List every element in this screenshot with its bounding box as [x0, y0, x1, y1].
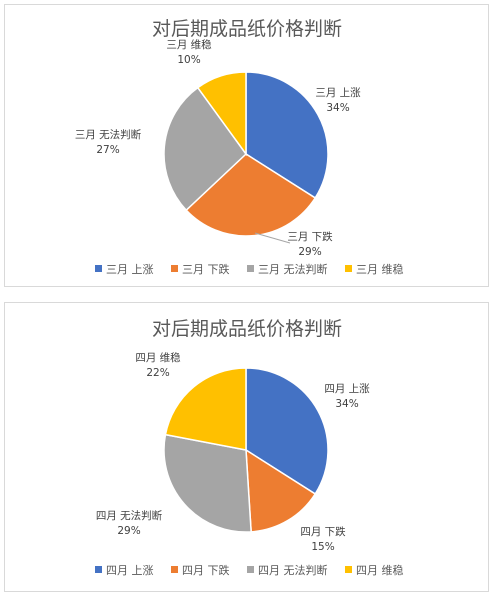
- legend-swatch: [345, 566, 352, 573]
- legend-entry: 四月 无法判断: [258, 563, 328, 577]
- legend-swatch: [247, 265, 254, 272]
- data-label-category: 三月 上涨: [315, 87, 361, 99]
- legend-entry: 四月 下跌: [182, 563, 230, 577]
- data-label-value: 34%: [326, 102, 349, 114]
- legend-swatch: [171, 566, 178, 573]
- data-label-value: 27%: [96, 144, 119, 156]
- legend-swatch: [247, 566, 254, 573]
- chart-panel-april: 对后期成品纸价格判断四月 上涨 34% 四月 下跌 15% 四月 无法判断 29% 四月 维…: [4, 302, 489, 592]
- legend-entry: 三月 维稳: [356, 262, 404, 276]
- data-label-value: 10%: [177, 54, 200, 66]
- chart-title: 对后期成品纸价格判断: [152, 318, 342, 340]
- data-label-category: 三月 无法判断: [75, 128, 142, 141]
- legend-entry: 四月 维稳: [356, 563, 404, 577]
- legend-entry: 三月 无法判断: [258, 262, 328, 276]
- data-label-category: 三月 下跌: [287, 230, 333, 243]
- data-label-value: 34%: [335, 398, 358, 410]
- data-label-category: 四月 无法判断: [96, 509, 163, 522]
- pie-slice-3: [164, 367, 247, 451]
- legend-entry: 三月 下跌: [182, 262, 230, 276]
- data-label-value: 29%: [117, 525, 140, 537]
- chart-panel-march: 对后期成品纸价格判断三月 上涨 34% 三月 下跌 29% 三月 无法判断 27% 三月 维…: [4, 4, 489, 287]
- legend-entry: 四月 上涨: [106, 564, 154, 577]
- pie-slice-2: [163, 86, 247, 212]
- legend-swatch: [95, 566, 102, 573]
- chart-title: 对后期成品纸价格判断: [152, 18, 342, 40]
- pie-slice-1: [245, 448, 317, 533]
- data-label-category: 四月 维稳: [135, 351, 181, 364]
- data-label-value: 29%: [298, 246, 321, 258]
- data-label-value: 15%: [311, 541, 334, 553]
- legend-swatch: [171, 265, 178, 272]
- data-label-category: 三月 维稳: [166, 38, 212, 51]
- legend-swatch: [95, 265, 102, 272]
- pie-slice-2: [163, 433, 252, 533]
- data-label-category: 四月 下跌: [300, 525, 346, 538]
- leader-line: [254, 232, 291, 244]
- pie-slice-1: [185, 153, 317, 237]
- pie-slice-3: [196, 71, 247, 157]
- data-label-category: 四月 上涨: [324, 383, 370, 395]
- data-label-value: 22%: [146, 367, 169, 379]
- legend-entry: 三月 上涨: [106, 263, 154, 276]
- legend-swatch: [345, 265, 352, 272]
